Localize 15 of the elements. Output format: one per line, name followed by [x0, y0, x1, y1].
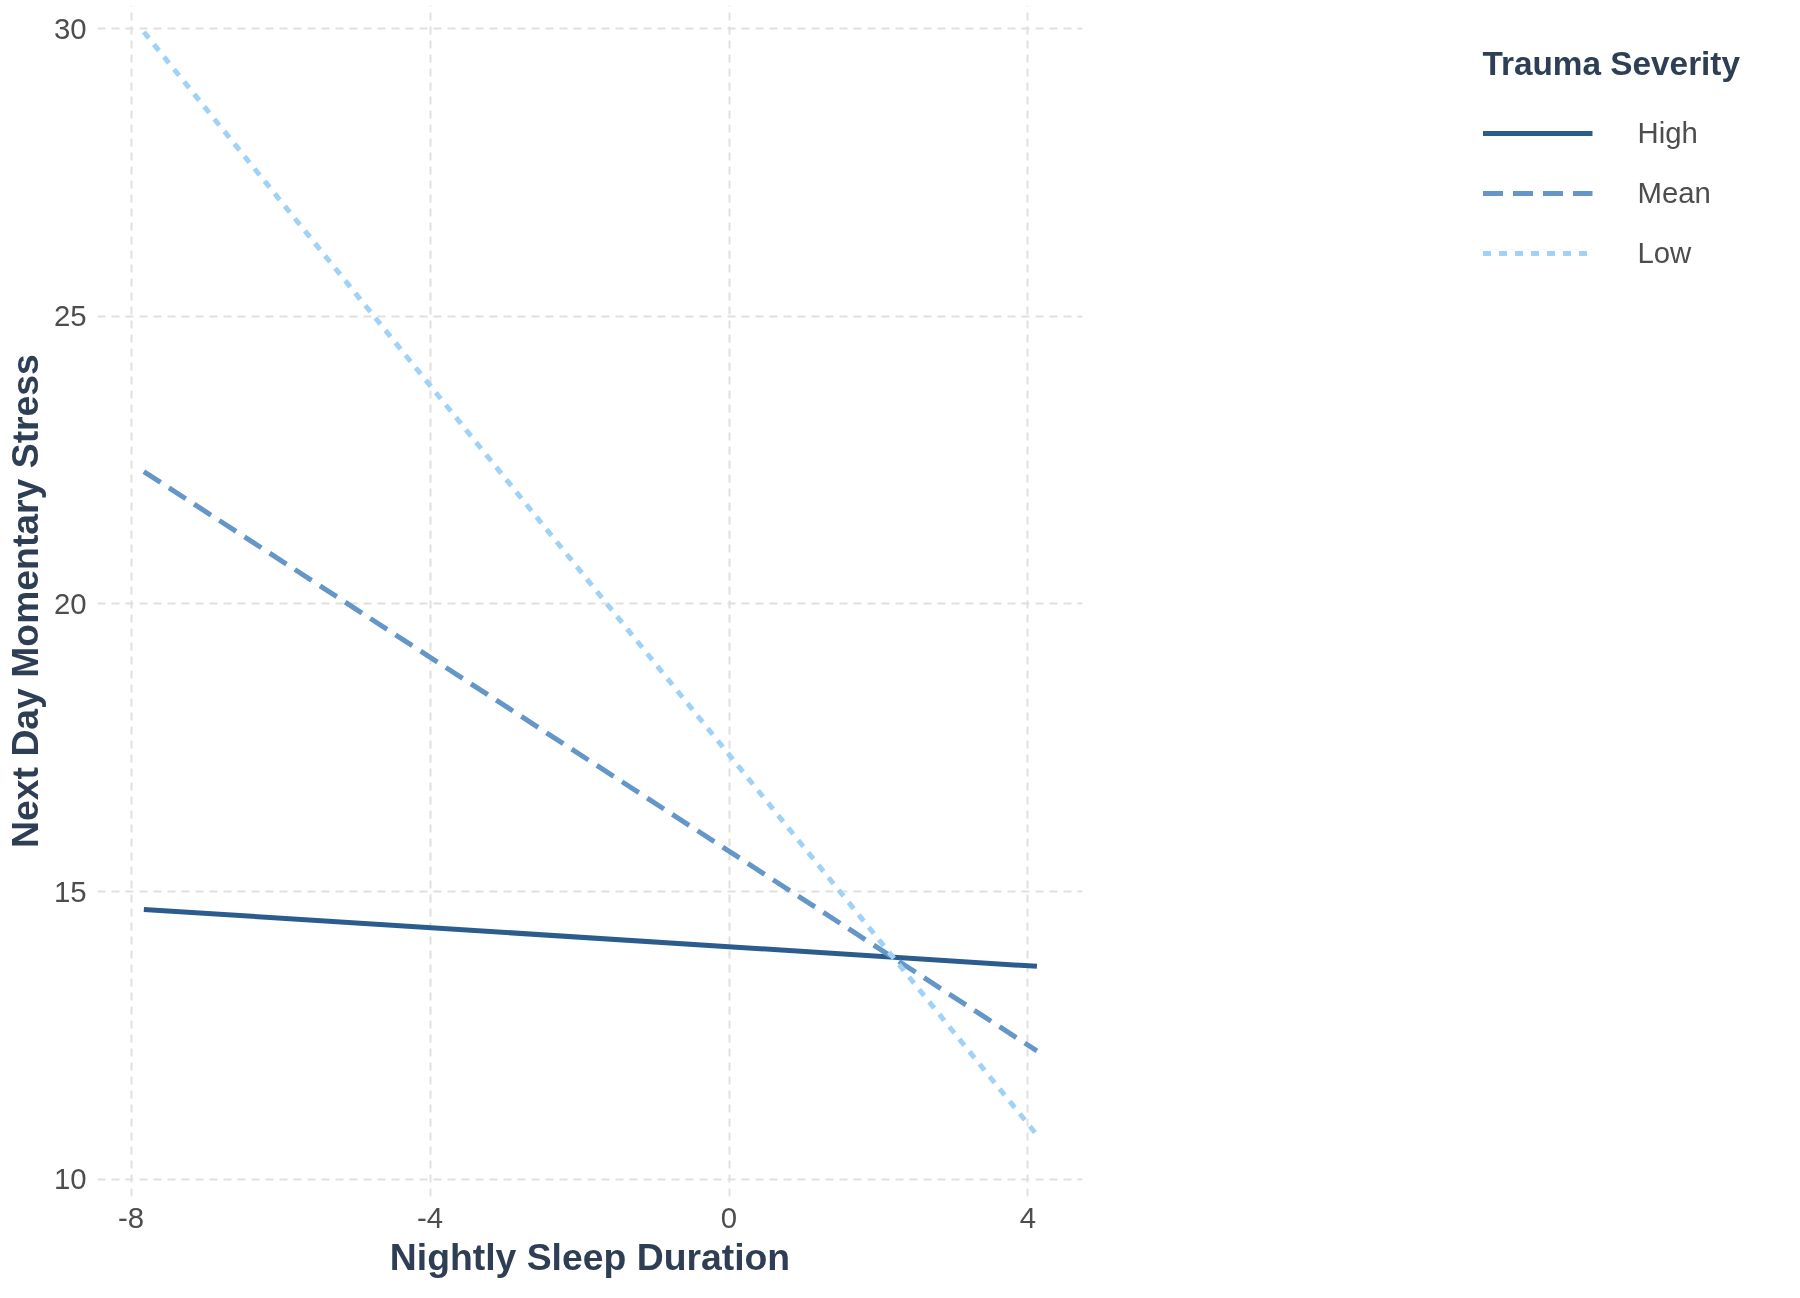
y-tick-label: 10: [53, 1162, 87, 1196]
legend-label: Mean: [1637, 176, 1711, 210]
x-axis-title: Nightly Sleep Duration: [389, 1235, 791, 1278]
y-axis-title: Next Day Momentary Stress: [3, 354, 46, 848]
x-tick-label: -4: [417, 1200, 444, 1234]
x-tick-label: 0: [720, 1200, 738, 1234]
legend-title: Trauma Severity: [1482, 45, 1740, 83]
legend-label: Low: [1637, 236, 1692, 270]
x-tick-label: 4: [1019, 1200, 1037, 1234]
y-tick-label: 20: [53, 586, 87, 620]
y-tick-label: 15: [53, 874, 87, 908]
y-tick-label: 30: [53, 11, 87, 45]
y-tick-label: 25: [53, 299, 87, 333]
x-tick-label: -8: [118, 1200, 145, 1234]
legend-label: High: [1637, 116, 1698, 150]
